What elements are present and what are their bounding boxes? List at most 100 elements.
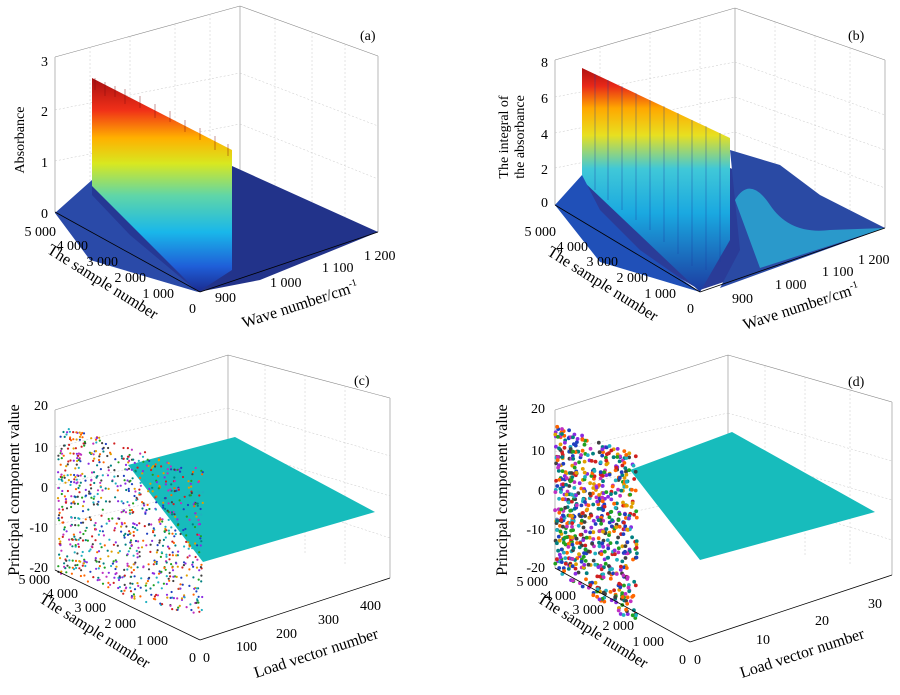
pc-point — [634, 555, 639, 560]
pc-point — [116, 485, 119, 488]
pc-point — [78, 560, 81, 563]
pc-point — [140, 546, 144, 549]
pc-point — [109, 453, 112, 456]
pc-point — [185, 606, 188, 609]
pc-point — [620, 463, 625, 468]
y-tick-label: 1 000 — [633, 635, 665, 650]
pc-point — [101, 442, 104, 445]
pc-point — [608, 576, 613, 581]
pc-point — [176, 565, 179, 568]
pc-point — [77, 466, 80, 469]
pc-point — [623, 544, 628, 548]
pc-point — [90, 471, 94, 474]
pc-point — [69, 543, 72, 546]
pc-point — [110, 564, 113, 568]
pc-point — [564, 492, 569, 497]
pc-point — [634, 545, 639, 550]
pc-point — [199, 537, 202, 540]
pc-point — [106, 549, 109, 552]
pc-point — [192, 611, 195, 614]
pc-point — [71, 559, 74, 562]
pc-point — [629, 505, 634, 509]
x-tick-label: 20 — [815, 614, 829, 629]
pc-point — [92, 501, 95, 504]
pc-point — [600, 484, 605, 488]
pc-point — [84, 529, 87, 532]
pc-point — [113, 442, 116, 445]
pc-point — [121, 523, 124, 526]
pc-point — [138, 488, 141, 491]
y-tick-label: 2 000 — [115, 271, 147, 286]
pc-point — [143, 451, 147, 454]
pc-point — [186, 556, 189, 559]
pc-point — [62, 430, 65, 434]
pc-point — [148, 459, 151, 462]
pc-point — [598, 470, 603, 475]
pc-point — [200, 513, 203, 516]
pc-point — [182, 564, 185, 567]
pc-point — [125, 488, 128, 492]
pc-point — [606, 546, 611, 551]
pc-point — [135, 549, 138, 553]
pc-point — [126, 562, 129, 565]
pc-point — [118, 517, 121, 521]
pc-point — [190, 485, 193, 488]
pc-point — [592, 474, 597, 479]
pc-point — [148, 507, 151, 511]
pc-point — [557, 538, 562, 543]
pc-point — [133, 588, 137, 591]
pc-point — [65, 465, 68, 468]
pc-point — [71, 545, 74, 548]
pc-point — [101, 530, 104, 533]
pc-point — [125, 525, 128, 528]
pc-point — [197, 595, 200, 598]
pc-point — [126, 455, 130, 458]
pc-point — [120, 510, 123, 514]
pc-point — [130, 468, 133, 471]
pc-point — [124, 511, 128, 514]
pc-point — [187, 480, 190, 483]
pc-point — [565, 521, 570, 526]
pc-point — [172, 503, 175, 506]
pc-point — [114, 458, 117, 461]
pc-point — [630, 535, 634, 540]
pc-point — [608, 541, 613, 545]
pc-point — [102, 450, 105, 453]
pc-point — [149, 587, 152, 590]
pc-point — [165, 582, 168, 586]
pc-point — [63, 476, 66, 479]
pc-point — [192, 503, 195, 506]
pc-point — [104, 500, 108, 503]
pc-point — [108, 519, 111, 523]
pc-point — [69, 480, 73, 483]
pc-point — [61, 521, 64, 524]
x-tick-label: 900 — [732, 292, 753, 307]
pc-point — [130, 483, 134, 486]
pc-point — [609, 448, 614, 453]
pc-point — [605, 512, 610, 516]
panel-b-stripes — [594, 74, 721, 270]
pc-point — [126, 568, 129, 571]
pc-point — [573, 571, 578, 576]
pc-point — [143, 479, 146, 482]
pc-point — [200, 469, 203, 472]
pc-point — [64, 498, 67, 501]
pc-point — [164, 507, 167, 510]
pc-point — [137, 584, 140, 588]
pc-point — [106, 454, 109, 458]
pc-point — [582, 442, 587, 447]
pc-point — [176, 608, 179, 611]
pc-point — [80, 554, 83, 557]
z-tick-label: -20 — [526, 561, 545, 576]
pc-point — [634, 542, 639, 547]
pc-point — [581, 511, 585, 515]
pc-point — [617, 512, 622, 516]
pc-point — [558, 524, 562, 528]
pc-point — [201, 501, 204, 504]
x-tick-label: 1 200 — [364, 249, 396, 264]
pc-point — [132, 534, 135, 537]
pc-point — [599, 521, 603, 526]
pc-point — [155, 495, 158, 498]
pc-point — [174, 544, 177, 547]
pc-point — [162, 582, 165, 585]
